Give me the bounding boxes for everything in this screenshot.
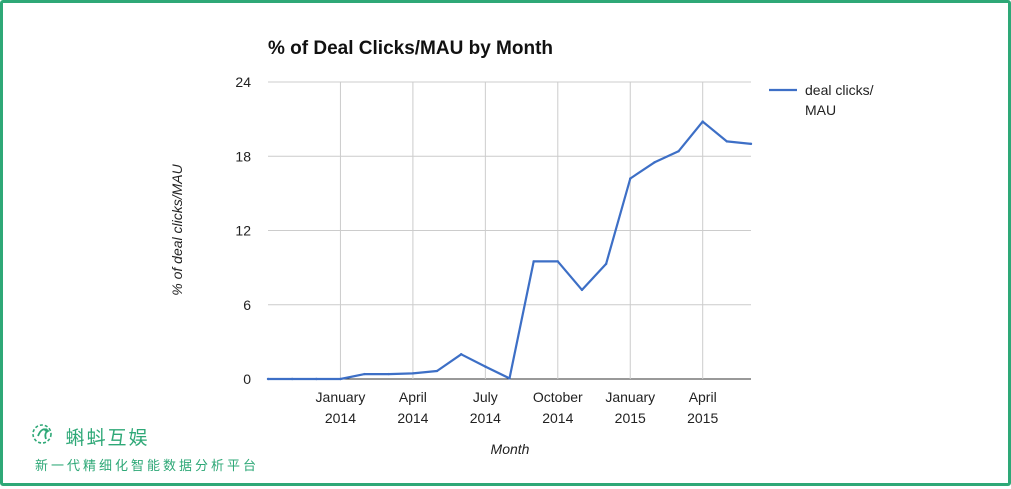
y-tick-label: 0 [243, 371, 251, 387]
line-chart: % of Deal Clicks/MAU by Month 0 6 12 18 24 Ja… [169, 38, 874, 457]
x-tick-label-year: 2014 [325, 410, 356, 426]
x-tick-label-year: 2014 [542, 410, 573, 426]
data-point [387, 372, 390, 376]
legend-label: deal clicks/ [805, 82, 874, 98]
x-tick-label-month: July [473, 389, 498, 405]
data-point [315, 377, 318, 381]
data-point [460, 353, 463, 356]
x-tick-label-year: 2014 [397, 410, 428, 426]
data-point [411, 372, 415, 375]
legend-label-cont: MAU [805, 102, 836, 118]
y-tick-label: 12 [235, 223, 251, 239]
x-tick-label-year: 2014 [470, 410, 501, 426]
data-point [725, 140, 729, 143]
x-tick-label-month: January [605, 389, 655, 405]
data-point [604, 262, 608, 266]
data-point [363, 372, 366, 376]
x-tick-label-month: April [399, 389, 427, 405]
watermark-name: 蝌蚪互娱 [65, 427, 150, 449]
x-tick-label-year: 2015 [687, 410, 718, 426]
data-point [749, 142, 753, 146]
x-tick-label-year: 2015 [615, 410, 646, 426]
chart-title: % of Deal Clicks/MAU by Month [268, 38, 553, 59]
data-point [290, 377, 294, 381]
data-point [484, 365, 487, 368]
tadpole-logo-icon [29, 421, 59, 452]
data-point [339, 377, 342, 381]
data-point [653, 161, 656, 164]
data-point [508, 377, 511, 380]
watermark-slogan: 新一代精细化智能数据分析平台 [35, 459, 260, 474]
data-point [701, 120, 704, 123]
y-tick-label: 18 [235, 148, 251, 164]
x-tick-label-month: October [533, 389, 583, 405]
data-point [580, 288, 584, 292]
watermark: 蝌蚪互娱 新一代精细化智能数据分析平台 [29, 421, 259, 474]
data-point [435, 369, 439, 373]
data-point [629, 177, 632, 180]
y-tick-label: 24 [235, 74, 251, 90]
x-tick-label-month: April [689, 389, 717, 405]
x-tick-label-month: January [316, 389, 366, 405]
y-tick-label: 6 [243, 297, 251, 313]
data-point [556, 260, 559, 263]
data-point [532, 260, 535, 263]
x-axis-label: Month [491, 441, 530, 457]
data-point [677, 150, 680, 153]
data-point [266, 377, 270, 381]
y-axis-label: % of deal clicks/MAU [169, 163, 185, 295]
